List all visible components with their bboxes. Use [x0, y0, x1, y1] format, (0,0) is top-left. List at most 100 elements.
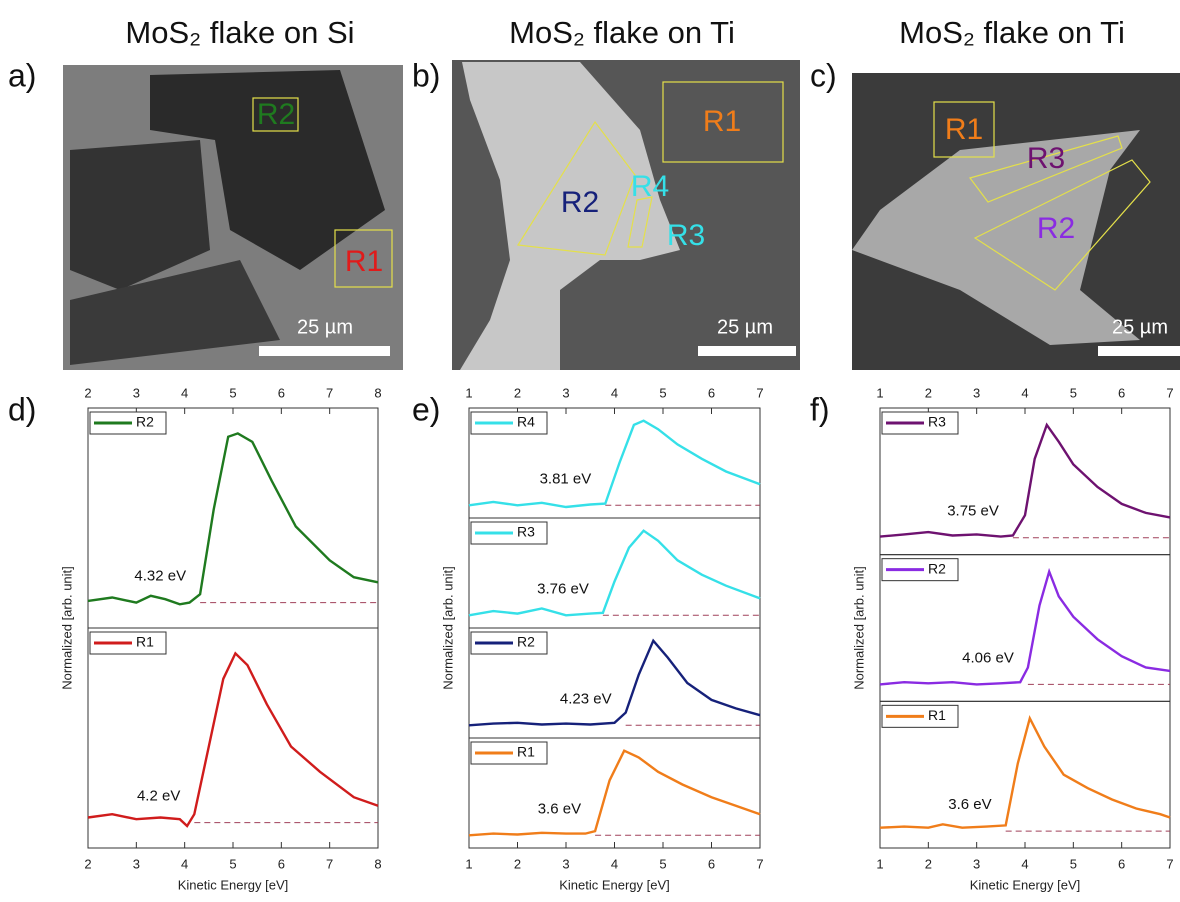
x-axis-label: Kinetic Energy [eV] — [178, 877, 289, 892]
x-tick-label: 8 — [374, 385, 381, 400]
y-axis-label: Normalized [arb. unit] — [59, 566, 74, 690]
scale-bar — [1098, 346, 1180, 356]
x-tick-label: 6 — [278, 856, 285, 871]
legend-label: R1 — [517, 744, 535, 760]
panel-label: a) — [8, 57, 36, 93]
x-tick-label: 5 — [1070, 385, 1077, 400]
x-tick-label: 2 — [925, 856, 932, 871]
legend-label: R1 — [928, 707, 946, 723]
y-axis-label: Normalized [arb. unit] — [851, 566, 866, 690]
x-tick-label: 6 — [1118, 385, 1125, 400]
scale-label: 25 µm — [1112, 316, 1168, 338]
x-tick-label: 7 — [756, 856, 763, 871]
onset-label: 3.6 eV — [538, 800, 581, 817]
scale-bar — [259, 346, 390, 356]
region-label: R4 — [631, 170, 669, 203]
legend-label: R2 — [136, 414, 154, 430]
image-title: MoS₂ flake on Ti — [899, 15, 1125, 50]
region-label: R2 — [257, 98, 295, 131]
x-tick-label: 3 — [562, 385, 569, 400]
onset-label: 3.81 eV — [540, 470, 592, 487]
x-tick-label: 3 — [973, 385, 980, 400]
x-tick-label: 7 — [326, 385, 333, 400]
region-label: R1 — [703, 105, 741, 138]
scale-label: 25 µm — [297, 316, 353, 338]
x-tick-label: 1 — [465, 385, 472, 400]
x-tick-label: 3 — [973, 856, 980, 871]
onset-label: 3.75 eV — [947, 503, 999, 520]
x-tick-label: 2 — [84, 385, 91, 400]
x-tick-label: 2 — [514, 385, 521, 400]
scale-bar — [698, 346, 796, 356]
x-tick-label: 4 — [611, 385, 618, 400]
spectrum-line — [880, 718, 1170, 827]
image-title: MoS₂ flake on Si — [125, 15, 354, 50]
x-tick-label: 6 — [278, 385, 285, 400]
x-tick-label: 5 — [659, 856, 666, 871]
x-tick-label: 5 — [659, 385, 666, 400]
x-tick-label: 2 — [925, 385, 932, 400]
region-label: R2 — [561, 186, 599, 219]
x-tick-label: 4 — [611, 856, 618, 871]
image-title: MoS₂ flake on Ti — [509, 15, 735, 50]
onset-label: 4.2 eV — [137, 788, 180, 805]
x-tick-label: 1 — [876, 856, 883, 871]
spectrum-line — [88, 433, 378, 604]
panel-label: f) — [810, 391, 830, 427]
x-tick-label: 6 — [708, 856, 715, 871]
x-tick-label: 3 — [133, 385, 140, 400]
x-tick-label: 3 — [133, 856, 140, 871]
x-tick-label: 2 — [84, 856, 91, 871]
spectrum-line — [880, 425, 1170, 537]
x-tick-label: 5 — [229, 856, 236, 871]
legend-label: R2 — [517, 634, 535, 650]
x-tick-label: 7 — [326, 856, 333, 871]
x-tick-label: 3 — [562, 856, 569, 871]
legend-label: R3 — [517, 524, 535, 540]
legend-label: R3 — [928, 414, 946, 430]
x-axis-label: Kinetic Energy [eV] — [970, 877, 1081, 892]
x-tick-label: 1 — [465, 856, 472, 871]
x-tick-label: 5 — [1070, 856, 1077, 871]
x-tick-label: 7 — [1166, 856, 1173, 871]
onset-label: 3.76 eV — [537, 580, 589, 597]
region-label: R1 — [945, 113, 983, 146]
onset-label: 4.06 eV — [962, 649, 1014, 666]
legend-label: R2 — [928, 560, 946, 576]
onset-label: 3.6 eV — [948, 796, 991, 813]
onset-label: 4.32 eV — [134, 568, 186, 585]
x-tick-label: 5 — [229, 385, 236, 400]
plot-frame — [88, 408, 378, 628]
x-tick-label: 2 — [514, 856, 521, 871]
panel-label: c) — [810, 57, 837, 93]
micrograph-b: MoS₂ flake on Ti b) R1 R2 R4 R3 25 µm — [412, 15, 800, 370]
region-label: R1 — [345, 245, 383, 278]
x-tick-label: 1 — [876, 385, 883, 400]
scale-label: 25 µm — [717, 316, 773, 338]
x-tick-label: 6 — [1118, 856, 1125, 871]
spectrum-line — [88, 653, 378, 826]
region-label: R2 — [1037, 212, 1075, 245]
x-tick-label: 8 — [374, 856, 381, 871]
x-tick-label: 4 — [1021, 385, 1028, 400]
x-axis-label: Kinetic Energy [eV] — [559, 877, 670, 892]
x-tick-label: 4 — [1021, 856, 1028, 871]
region-label: R3 — [667, 219, 705, 252]
legend-label: R1 — [136, 634, 154, 650]
micrograph-c: MoS₂ flake on Ti c) R1 R3 R2 25 µm — [810, 15, 1180, 370]
legend-label: R4 — [517, 414, 535, 430]
x-tick-label: 4 — [181, 856, 188, 871]
spectrum-line — [880, 572, 1170, 685]
region-label: R3 — [1027, 142, 1065, 175]
y-axis-label: Normalized [arb. unit] — [440, 566, 455, 690]
x-tick-label: 6 — [708, 385, 715, 400]
panel-label: d) — [8, 391, 36, 427]
figure: MoS₂ flake on Si a) R2 R1 25 µm MoS₂ fla… — [0, 0, 1180, 897]
x-tick-label: 7 — [1166, 385, 1173, 400]
x-tick-label: 4 — [181, 385, 188, 400]
panel-label: e) — [412, 391, 440, 427]
micrograph-a: MoS₂ flake on Si a) R2 R1 25 µm — [8, 15, 403, 370]
panel-label: b) — [412, 57, 440, 93]
onset-label: 4.23 eV — [560, 690, 612, 707]
x-tick-label: 7 — [756, 385, 763, 400]
